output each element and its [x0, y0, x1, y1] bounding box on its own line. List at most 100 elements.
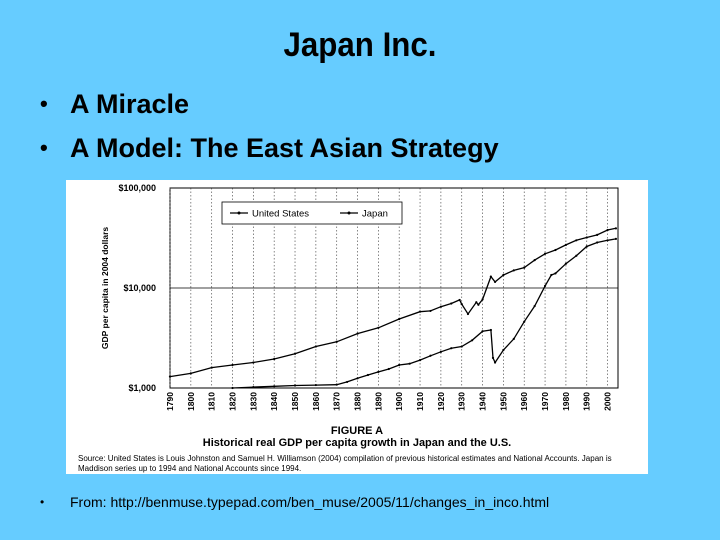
data-point — [387, 367, 390, 371]
x-tick-label: 1810 — [207, 392, 217, 411]
x-tick-label: 1790 — [165, 392, 175, 411]
data-point — [439, 305, 442, 308]
data-point — [554, 248, 557, 252]
x-tick-label: 1960 — [519, 392, 529, 411]
data-point — [564, 243, 568, 246]
data-point — [314, 345, 317, 348]
legend-marker — [237, 211, 241, 215]
data-point — [346, 380, 349, 384]
data-point — [481, 330, 484, 333]
data-point — [231, 386, 234, 390]
data-point — [477, 303, 480, 306]
x-tick-label: 1890 — [373, 392, 383, 411]
x-tick-label: 1880 — [353, 392, 363, 411]
data-point — [512, 337, 515, 340]
data-point — [210, 366, 213, 369]
data-point — [189, 372, 192, 375]
y-tick-label: $1,000 — [128, 383, 156, 393]
data-point — [533, 259, 536, 262]
data-point — [460, 345, 463, 348]
data-point — [418, 310, 422, 313]
data-point — [460, 303, 463, 306]
x-tick-label: 1870 — [332, 392, 342, 411]
data-point — [398, 317, 401, 321]
data-point — [564, 262, 568, 265]
x-tick-label: 1900 — [394, 392, 404, 411]
gdp-chart: 1790 1800 1810 1820 1830 1840 1850 1860 1870 1880… — [100, 183, 619, 411]
data-point — [398, 363, 401, 367]
data-point — [523, 266, 526, 269]
y-tick-label: $100,000 — [118, 183, 156, 193]
figure-title: Historical real GDP per capita growth in… — [202, 437, 512, 449]
figure-label: FIGURE A — [330, 425, 384, 437]
data-point — [543, 252, 547, 255]
x-tick-label: 1850 — [290, 392, 300, 411]
bullet-text: A Miracle — [70, 89, 190, 119]
legend-marker — [347, 211, 351, 215]
data-point — [273, 385, 276, 388]
x-tick-label: 1940 — [478, 392, 488, 411]
data-point — [231, 363, 234, 367]
data-point — [377, 326, 380, 329]
data-point — [377, 370, 380, 373]
x-tick-label: 1910 — [415, 392, 425, 411]
data-point — [493, 361, 497, 364]
data-point — [450, 347, 453, 350]
bullet-icon: • — [40, 91, 48, 116]
series-line-japan — [232, 238, 617, 389]
data-point — [585, 245, 588, 248]
x-tick-label: 1800 — [186, 392, 196, 411]
data-point — [418, 359, 422, 362]
data-point — [356, 332, 359, 335]
data-point — [575, 254, 578, 257]
bullet-item: • A Model: The East Asian Strategy — [40, 126, 499, 170]
data-point — [471, 339, 474, 342]
x-tick-label: 2000 — [603, 392, 613, 411]
data-point — [293, 384, 297, 387]
slide-title: Japan Inc. — [283, 26, 437, 64]
data-point — [408, 362, 411, 365]
data-point — [543, 284, 547, 287]
data-point — [596, 241, 599, 244]
data-point — [502, 348, 505, 352]
x-tick-label: 1980 — [561, 392, 571, 411]
y-axis-label: GDP per capita in 2004 dollars — [100, 227, 110, 349]
data-point — [585, 236, 588, 239]
figure-source-note: Source: United States is Louis Johnston … — [78, 454, 612, 473]
data-point — [252, 361, 255, 364]
data-point — [606, 239, 609, 242]
data-point — [429, 354, 432, 357]
data-point — [356, 377, 359, 380]
data-point — [293, 352, 297, 355]
bullet-item: • A Miracle — [40, 82, 499, 126]
data-point — [502, 273, 505, 277]
bullet-icon: • — [40, 135, 48, 160]
x-tick-label: 1930 — [457, 392, 467, 411]
legend-label: United States — [252, 209, 309, 220]
data-point — [314, 383, 317, 387]
bullet-list: • A Miracle • A Model: The East Asian Stra… — [40, 82, 499, 170]
x-tick-label: 1990 — [582, 392, 592, 411]
x-tick-label: 1970 — [540, 392, 550, 411]
x-tick-label: 1820 — [228, 392, 238, 411]
source-bullet: • From: http://benmuse.typepad.com/ben_m… — [40, 494, 549, 510]
data-point — [273, 357, 276, 361]
legend-box — [221, 201, 403, 225]
legend-label: Japan — [362, 209, 388, 220]
source-link-text[interactable]: From: http://benmuse.typepad.com/ben_mus… — [70, 494, 550, 510]
data-point — [550, 273, 553, 277]
data-point — [614, 227, 618, 230]
x-tick-label: 1840 — [269, 392, 279, 411]
series-line-united-states — [169, 227, 617, 378]
data-point — [512, 269, 515, 272]
data-point — [252, 386, 255, 389]
data-point — [450, 302, 453, 305]
data-point — [366, 373, 370, 377]
y-tick-label: $10,000 — [123, 283, 156, 293]
data-point — [523, 320, 526, 323]
data-point — [606, 228, 609, 232]
data-point — [481, 298, 484, 301]
x-tick-label: 1830 — [248, 392, 258, 411]
x-tick-label: 1920 — [436, 392, 446, 411]
data-point — [475, 301, 478, 304]
